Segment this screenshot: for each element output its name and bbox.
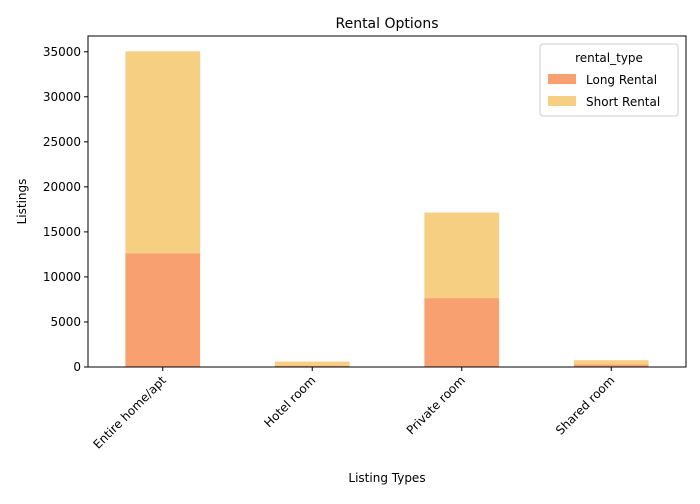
legend-label-long: Long Rental (586, 73, 657, 87)
bar-short-0 (125, 51, 201, 254)
y-tick-label: 25000 (43, 135, 81, 149)
y-tick-label: 0 (73, 360, 81, 374)
y-tick-label: 15000 (43, 225, 81, 239)
x-axis-label: Listing Types (348, 471, 425, 485)
legend-title: rental_type (575, 51, 643, 65)
x-tick-label: Hotel room (261, 373, 318, 430)
y-axis: 0 5000 10000 15000 20000 25000 30000 35000 (43, 45, 88, 374)
legend: rental_type Long Rental Short Rental (539, 43, 679, 117)
y-tick-label: 5000 (50, 315, 81, 329)
bar-long-0 (125, 253, 201, 367)
bars-group (125, 51, 649, 367)
x-tick-label: Shared room (553, 373, 617, 437)
legend-label-short: Short Rental (586, 95, 660, 109)
bar-short-1 (274, 361, 350, 366)
y-axis-label: Listings (15, 179, 29, 225)
chart-title: Rental Options (335, 16, 438, 32)
y-tick-label: 35000 (43, 45, 81, 59)
bar-long-2 (424, 298, 500, 367)
plot-frame (87, 35, 687, 368)
legend-swatch-long (548, 74, 576, 84)
y-tick-label: 30000 (43, 90, 81, 104)
bar-short-3 (573, 360, 649, 365)
legend-swatch-short (548, 96, 576, 106)
x-tick-label: Entire home/apt (90, 373, 169, 452)
x-tick-label: Private room (404, 373, 468, 437)
x-axis: Entire home/apt Hotel room Private room Sha… (90, 367, 617, 452)
bar-short-2 (424, 212, 500, 299)
y-tick-label: 10000 (43, 270, 81, 284)
bar-long-3 (573, 364, 649, 367)
bar-long-1 (274, 365, 350, 367)
y-tick-label: 20000 (43, 180, 81, 194)
